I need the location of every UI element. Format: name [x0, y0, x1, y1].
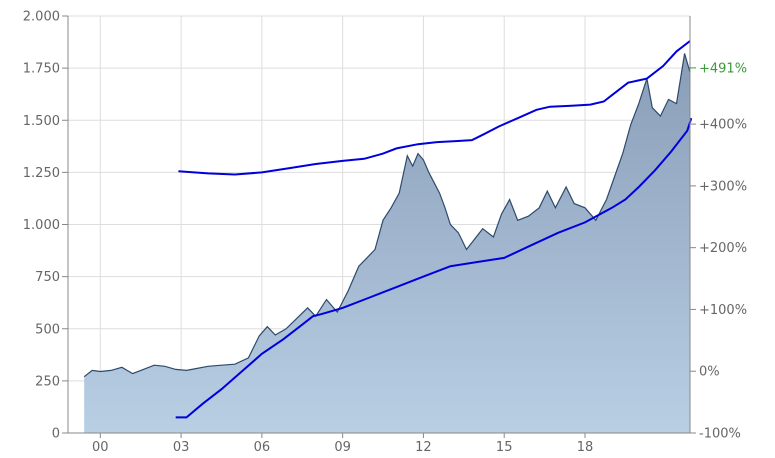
y2-tick-label-1: 0%	[699, 365, 720, 380]
axes	[62, 15, 696, 438]
x-tick-label-2: 06	[254, 440, 271, 455]
y2-tick-label-0: -100%	[699, 427, 741, 442]
y-tick-label-3: 750	[35, 270, 60, 285]
y2-tick-label-2: +100%	[699, 303, 747, 318]
axis-labels: 0 250 500 750 1.000 1.250 1.500 1.750 2.000 00 03 0…	[23, 10, 747, 456]
x-tick-label-0: 00	[92, 440, 109, 455]
current-change-label: +491%	[699, 61, 747, 76]
y2-tick-label-3: +200%	[699, 241, 747, 256]
y-tick-label-4: 1.000	[23, 218, 60, 233]
y2-tick-label-5: +400%	[699, 118, 747, 133]
price-area-fill	[84, 53, 691, 433]
y2-tick-label-4: +300%	[699, 179, 747, 194]
y-tick-label-5: 1.250	[23, 166, 60, 181]
price-line	[83, 53, 691, 378]
x-tick-label-4: 12	[415, 440, 432, 455]
y-tick-label-1: 250	[35, 374, 60, 389]
trend-upper-line	[178, 40, 691, 176]
x-tick-label-1: 03	[173, 440, 190, 455]
y-tick-label-2: 500	[35, 322, 60, 337]
y-tick-label-7: 1.750	[23, 62, 60, 77]
x-tick-label-5: 15	[496, 440, 513, 455]
trend-lines	[175, 40, 693, 419]
x-tick-label-6: 18	[577, 440, 594, 455]
y-tick-label-6: 1.500	[23, 114, 60, 129]
price-area	[83, 53, 691, 433]
y-tick-label-8: 2.000	[23, 10, 60, 25]
trend-lower-line	[175, 117, 693, 419]
x-tick-label-3: 09	[334, 440, 351, 455]
y-tick-label-0: 0	[52, 427, 60, 442]
